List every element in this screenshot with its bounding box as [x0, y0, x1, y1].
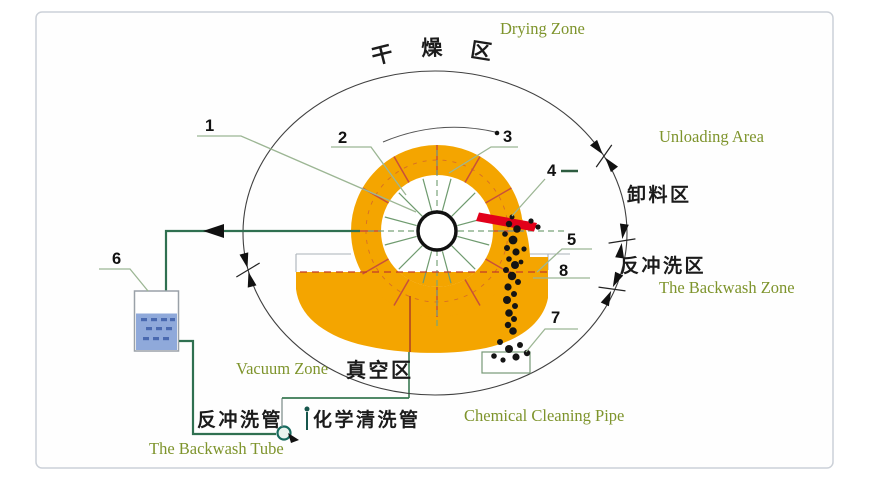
label-backwash-zone-en: The Backwash Zone	[659, 278, 795, 297]
outer-shell	[242, 70, 628, 396]
callout-4: 4	[547, 162, 557, 180]
leader-2	[331, 146, 407, 196]
label-vacuum-cn: 真空区	[346, 358, 414, 382]
label-backwash-tube-cn: 反冲洗管	[197, 408, 283, 431]
zone-boundary-marker-backwash-bottom	[598, 271, 626, 307]
label-backwash-tube-en: The Backwash Tube	[149, 439, 284, 458]
zone-boundary-marker-left	[236, 252, 260, 288]
filtrate-container	[133, 290, 180, 352]
callout-1: 1	[205, 117, 214, 135]
flow-arrow-left	[203, 224, 224, 238]
callout-6: 6	[112, 250, 121, 268]
callout-5: 5	[567, 231, 576, 249]
drum-liquid	[398, 272, 476, 287]
zone-boundary-marker-backwash-top	[608, 223, 636, 259]
leader-4	[511, 178, 546, 217]
chemical-pipe-marker-dot	[304, 406, 310, 412]
backwash-pipe	[179, 339, 299, 443]
suction-pipe	[164, 224, 360, 291]
callout-2: 2	[338, 129, 347, 147]
rotation-arc	[382, 126, 496, 143]
label-vacuum-en: Vacuum Zone	[236, 359, 328, 378]
label-chemical-en: Chemical Cleaning Pipe	[464, 406, 624, 425]
zone-boundary-marker-unloading-top	[589, 139, 619, 173]
container-liquid-dashes	[141, 318, 175, 341]
chemical-cleaning-pipe	[282, 397, 409, 430]
callout-3: 3	[503, 128, 512, 146]
drum-hub	[416, 210, 458, 252]
label-drying-cn-2: 燥	[421, 37, 444, 61]
leader-3	[448, 146, 518, 174]
pump-spout	[288, 433, 299, 443]
label-unloading-cn: 卸料区	[627, 183, 692, 206]
collection-box	[481, 351, 531, 374]
leader-7	[525, 328, 578, 353]
label-unloading-en: Unloading Area	[659, 127, 765, 146]
label-drying-cn-3: 区	[469, 39, 493, 65]
leader-5	[536, 248, 592, 273]
label-chemical-cn: 化学清洗管	[313, 408, 421, 431]
leader-6	[99, 268, 149, 292]
rotation-arc-dot	[494, 130, 500, 136]
scraper-blade	[476, 212, 537, 232]
leader-1	[197, 135, 417, 213]
discharge-particles	[491, 214, 541, 363]
pump-icon	[276, 425, 292, 441]
label-drying-zone-en: Drying Zone	[500, 19, 585, 38]
label-backwash-zone-cn: 反冲洗区	[620, 254, 706, 277]
callout-8: 8	[559, 262, 568, 280]
leader-lines	[99, 135, 592, 353]
callout-7: 7	[551, 309, 560, 327]
